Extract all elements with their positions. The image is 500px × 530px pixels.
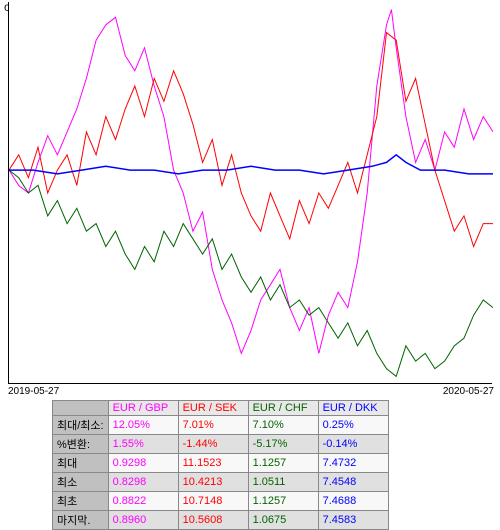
line-chart [8,2,492,384]
col-header-3: EUR / DKK [318,401,388,416]
xaxis-end-label: 2020-05-27 [443,386,494,397]
table-header-row: EUR / GBP EUR / SEK EUR / CHF EUR / DKK [53,401,389,416]
series-line [9,170,493,376]
cell: 7.01% [178,416,248,435]
cell: -0.14% [318,435,388,454]
row-label-4: 최초 [53,492,109,511]
row-label-3: 최소 [53,473,109,492]
cell: 0.8822 [108,492,178,511]
row-label-2: 최대 [53,454,109,473]
cell: 7.4732 [318,454,388,473]
cell: -5.17% [248,435,318,454]
cell: 0.9298 [108,454,178,473]
header-empty [53,401,109,416]
cell: 11.1523 [178,454,248,473]
col-header-2: EUR / CHF [248,401,318,416]
cell: 10.4213 [178,473,248,492]
series-line [9,33,493,247]
cell: 7.4688 [318,492,388,511]
cell: 1.1257 [248,454,318,473]
cell: 1.0675 [248,511,318,530]
col-header-1: EUR / SEK [178,401,248,416]
cell: 1.0511 [248,473,318,492]
stats-table: EUR / GBP EUR / SEK EUR / CHF EUR / DKK … [52,400,389,530]
cell: -1.44% [178,435,248,454]
table-row: %변환: 1.55% -1.44% -5.17% -0.14% [53,435,389,454]
chart-svg [9,2,493,384]
col-header-0: EUR / GBP [108,401,178,416]
cell: 7.4583 [318,511,388,530]
table-row: 마지막. 0.8960 10.5608 1.0675 7.4583 [53,511,389,530]
xaxis-start-label: 2019-05-27 [8,386,59,397]
table-row: 최대/최소: 12.05% 7.01% 7.10% 0.25% [53,416,389,435]
cell: 0.25% [318,416,388,435]
series-line [9,10,493,354]
cell: 1.55% [108,435,178,454]
cell: 0.8298 [108,473,178,492]
row-label-5: 마지막. [53,511,109,530]
cell: 12.05% [108,416,178,435]
cell: 7.4548 [318,473,388,492]
cell: 1.1257 [248,492,318,511]
cell: 10.7148 [178,492,248,511]
cell: 0.8960 [108,511,178,530]
table-row: 최소 0.8298 10.4213 1.0511 7.4548 [53,473,389,492]
cell: 10.5608 [178,511,248,530]
table-row: 최대 0.9298 11.1523 1.1257 7.4732 [53,454,389,473]
row-label-0: 최대/최소: [53,416,109,435]
cell: 7.10% [248,416,318,435]
row-label-1: %변환: [53,435,109,454]
table-row: 최초 0.8822 10.7148 1.1257 7.4688 [53,492,389,511]
